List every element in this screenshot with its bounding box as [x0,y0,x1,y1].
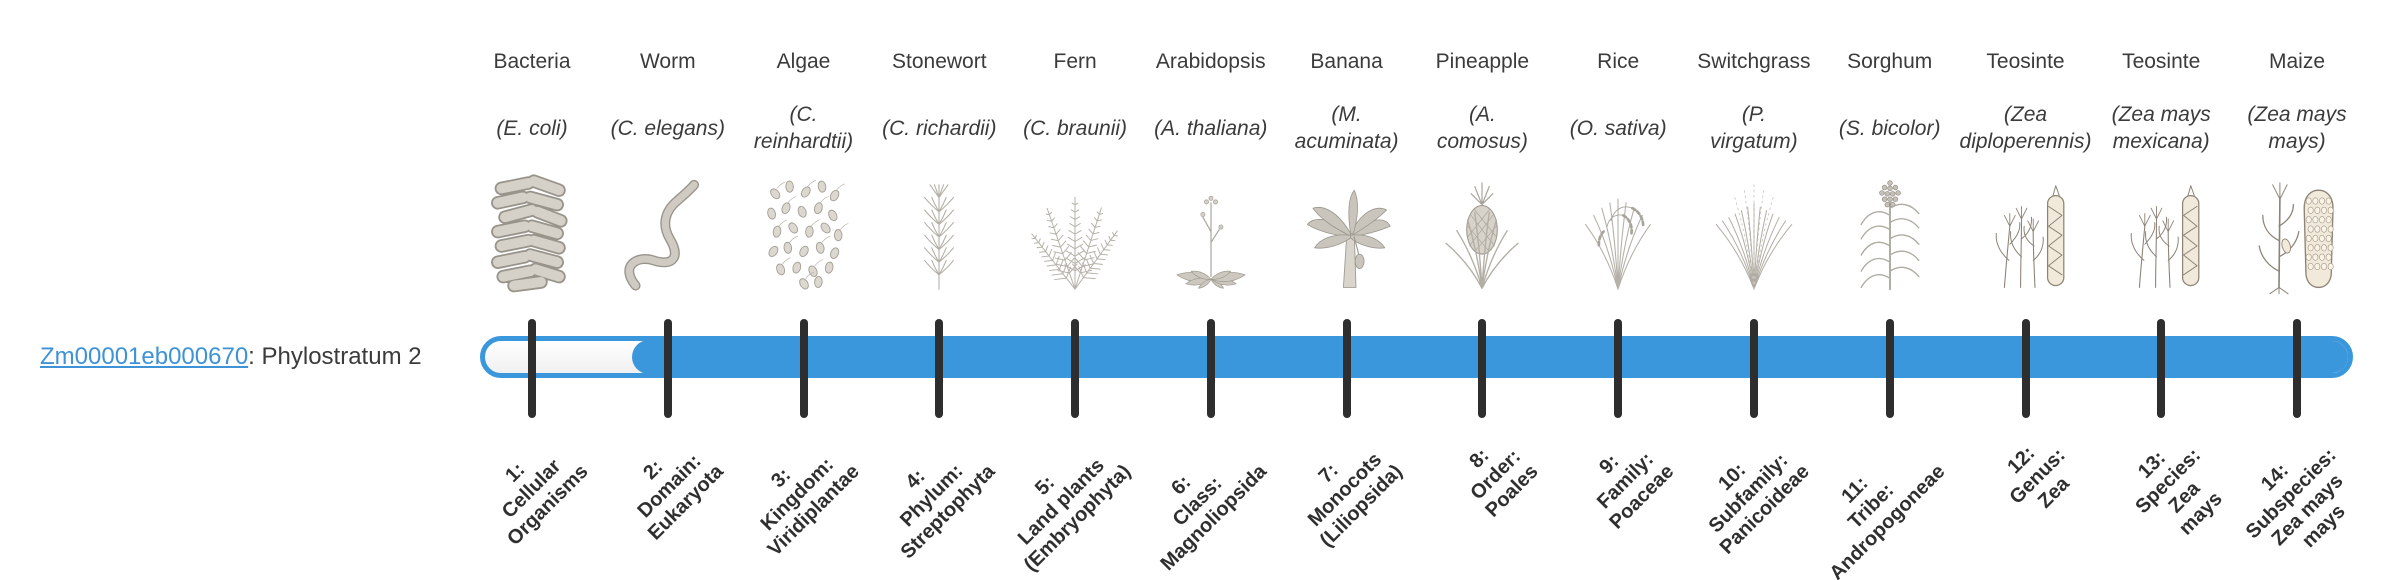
organism-species: (Zea mays mays) [2247,103,2347,153]
sorghum-icon [1820,168,1960,300]
bacteria-icon [462,168,602,300]
organism-species: (Zea diploperennis) [1959,103,2092,153]
organism-name: Fern [1053,50,1097,73]
organism-name: Worm [639,50,696,73]
stratum-label: 14: Subspecies: Zea mays mays [2241,444,2350,553]
organism-name: Switchgrass [1697,50,1811,73]
stratum-tick [2021,319,2030,418]
switchgrass-icon [1684,168,1824,300]
phylostratum-text: : Phylostratum 2 [248,343,422,370]
rice-icon [1548,168,1688,300]
banana-icon [1277,168,1417,300]
worm-icon [598,168,738,300]
organism-species: (C. elegans) [610,116,725,140]
fern-icon [1005,168,1145,300]
teosinte-mexicana-icon [2091,168,2231,300]
stratum-tick [1749,319,1758,418]
stratum-label: 2: Domain: Eukaryota [633,450,728,545]
gene-id-link[interactable]: Zm00001eb000670 [40,343,249,370]
organism-name: Teosinte [2122,50,2201,73]
organism-species: (C. reinhardtii) [753,103,854,153]
stratum-label: 8: Order: Poales [1465,444,1543,522]
organism-name: Teosinte [1986,50,2065,73]
stratum-tick [1206,319,1215,418]
organism-name: Bacteria [493,50,571,73]
organism-species: (C. braunii) [1023,116,1128,140]
stratum-tick [2157,319,2166,418]
organism-species: (A. thaliana) [1154,116,1268,140]
stonewort-icon [869,168,1009,300]
organism-name: Maize [2268,50,2326,73]
stratum-tick [528,319,536,418]
organism-species: (C. richardii) [882,116,997,140]
organism-name: Pineapple [1435,50,1530,73]
gene-label: Zm00001eb000670: Phylostratum 2 [40,336,422,378]
phylostratum-bar-track [480,336,2353,378]
organism-species: (E. coli) [496,116,568,140]
organism-species: (O. sativa) [1569,116,1667,140]
organism-species: (P. virgatum) [1710,103,1798,153]
stratum-label: 1: Cellular Organisms [497,455,593,550]
stratum-label: 9: Family: Poaceae [1592,448,1679,534]
stratum-label: 10: Subfamily: Panicoideae [1704,449,1814,559]
organism-species: (Zea mays mexicana) [2111,103,2211,153]
stratum-label: 11: Tribe: Andropogoneae [1825,460,1950,580]
stratum-label: 6: Class: Magnoliopsida [1156,460,1271,576]
arabidopsis-icon [1141,168,1281,300]
stratum-label: 13: Species: Zea mays [2131,444,2227,540]
organism-name: Banana [1310,50,1383,73]
stratum-tick [935,319,944,418]
stratum-label: 5: Land plants (Embryophyta) [1013,454,1136,576]
stratum-label: 3: Kingdom: Viridiplantae [756,453,864,561]
pineapple-icon [1412,168,1552,300]
stratum-tick [1478,319,1487,418]
organism-name: Algae [776,50,831,73]
organism-name: Stonewort [892,50,987,73]
organism-name: Sorghum [1847,50,1933,73]
stratum-tick [663,319,672,418]
maize-icon [2227,168,2367,300]
stratum-tick [1342,319,1351,418]
organism-species: (A. comosus) [1436,103,1528,153]
stratum-tick [1071,319,1080,418]
stratum-label: 4: Phylum: Streptophyta [896,459,1000,564]
teosinte-diploperennis-icon [1956,168,2096,300]
stratum-tick [1614,319,1623,418]
algae-icon [734,168,874,300]
phylostratum-bar-fill [632,341,2348,373]
organism-species: (M. acuminata) [1294,103,1399,153]
stratum-tick [2293,319,2301,418]
organism-name: Arabidopsis [1155,50,1266,73]
stratum-tick [799,319,808,418]
stratum-label: 7: Monocots (Liliopsida) [1303,448,1407,552]
stratum-tick [1885,319,1894,418]
stratum-label: 12: Genus: Zea [2002,442,2074,513]
organism-species: (S. bicolor) [1838,116,1941,140]
organism-name: Rice [1597,50,1640,73]
